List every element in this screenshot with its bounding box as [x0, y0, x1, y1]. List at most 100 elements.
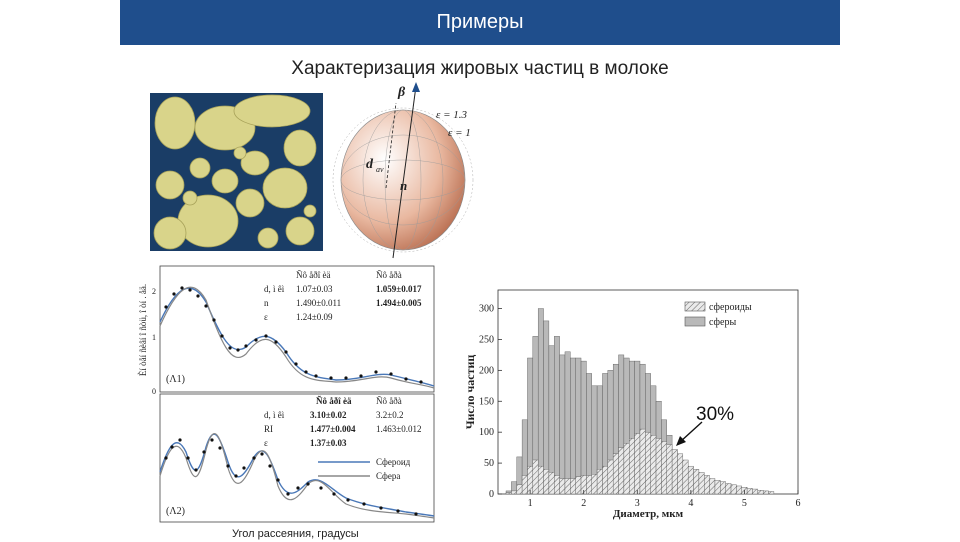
y-tick-label: 100 — [479, 427, 494, 438]
spheroid-diagram: β ε = 1.3 ε = 1 d av n — [332, 82, 474, 259]
histogram-bar — [639, 428, 646, 495]
histogram-bar — [725, 483, 732, 495]
histogram-bar — [537, 465, 544, 495]
histogram-bar — [693, 469, 700, 495]
slide-subtitle: Характеризация жировых частиц в молоке — [291, 58, 669, 79]
slide-header: Примеры — [120, 0, 840, 45]
histogram-bar — [580, 360, 587, 495]
histogram-bar — [586, 475, 592, 495]
fit-panel-2-row-v1: 1.477±0.004 — [310, 424, 356, 434]
percent-arrow-icon — [676, 421, 703, 446]
histogram-bar — [757, 490, 764, 495]
legend-label-sphere: Сфера — [376, 471, 400, 481]
legend-swatch-spheroids — [684, 301, 706, 312]
dav-label: d — [366, 157, 374, 172]
histogram-y-label: Число частиц — [463, 355, 477, 430]
fit-panel-2-row-v1: 3.10±0.02 — [310, 410, 347, 420]
histogram-bar — [564, 478, 571, 495]
fit-curve-sphere-1 — [159, 286, 435, 389]
histogram-bar — [575, 357, 582, 495]
slide-title: Примеры — [436, 11, 524, 33]
histogram-bar — [762, 490, 769, 495]
fit-panel-1-col1: Ñô åðî èä — [296, 270, 330, 280]
legend-swatch-spheres — [684, 316, 706, 327]
fit-panel-1-col2: Ñô åðà — [376, 270, 402, 280]
histogram-bar — [564, 351, 571, 495]
fit-panel-2-row-v1: 1.37±0.03 — [310, 438, 347, 448]
fit-panel-1-row-name: d, ì êì — [264, 284, 285, 294]
y-tick-label: 250 — [479, 334, 494, 345]
histogram-bar — [505, 492, 512, 495]
histogram-bar — [714, 480, 721, 495]
histogram-bar — [730, 484, 737, 495]
histogram-bar — [554, 336, 560, 495]
histogram-bar — [575, 476, 582, 495]
fit-panel-1-row-name: ε — [264, 312, 268, 322]
histogram-bar — [746, 488, 753, 495]
legend-label-spheroids: сфероиды — [709, 302, 752, 313]
y-tick-label: 300 — [479, 304, 494, 315]
histogram-bar — [511, 490, 517, 495]
x-tick-label: 2 — [581, 498, 586, 509]
fit-panel-2-row-v2: 3.2±0.2 — [376, 410, 403, 420]
fit-panel-1-row-v1: 1.24±0.09 — [296, 312, 333, 322]
histogram-bar — [527, 465, 534, 495]
histogram-bar — [543, 469, 550, 495]
fit-panel-1-frame — [159, 265, 435, 393]
fit-points-1 — [164, 286, 423, 384]
histogram-bar — [612, 453, 619, 495]
y-tick-label: 0 — [489, 489, 494, 500]
histogram-bar — [629, 438, 635, 495]
diameter-histogram: 1 2 3 4 5 6 0 50 100 150 200 250 300 Число частиц Ди… — [463, 289, 801, 520]
histogram-bar — [559, 354, 566, 495]
histogram-bar — [661, 441, 667, 495]
fit-panel-1-row-v1: 1.490±0.011 — [296, 298, 341, 308]
legend-label-spheroid: Сфероид — [376, 457, 411, 467]
histogram-bar — [698, 472, 705, 495]
fit-y-axis-label: Èí òåí ñèâí î ñòü, î òí . åä. — [138, 284, 148, 376]
histogram-bar — [687, 465, 694, 495]
y-tick-label: 150 — [479, 396, 494, 407]
histogram-bar — [704, 475, 710, 495]
scattering-angle-caption: Угол рассеяния, градусы — [232, 528, 359, 540]
percent-annotation: 30% — [696, 404, 735, 425]
histogram-bar — [516, 484, 523, 495]
n-label: n — [400, 178, 407, 193]
fit-panel-1-row-v2: 1.494±0.005 — [376, 298, 422, 308]
fit-panel-1-label: (Λ1) — [166, 374, 185, 385]
histogram-bar — [570, 478, 576, 495]
histogram-bar — [752, 488, 759, 495]
fit-y-tick: 1 — [152, 333, 156, 342]
dav-subscript: av — [376, 165, 384, 174]
histogram-bar — [602, 465, 609, 495]
fit-panel-2-row-name: RI — [264, 424, 273, 434]
histogram-bar — [709, 478, 716, 495]
histogram-bar — [666, 444, 673, 495]
y-tick-label: 200 — [479, 365, 494, 376]
histogram-bar — [596, 469, 603, 495]
fit-panel-1-row-v2: 1.059±0.017 — [376, 284, 422, 294]
histogram-bar — [634, 433, 641, 495]
histogram-bar — [548, 472, 555, 495]
fit-panel-2-col2: Ñô åðà — [376, 396, 402, 406]
x-tick-label: 3 — [635, 498, 640, 509]
histogram-bar — [543, 320, 550, 495]
fit-panel-1-row-v1: 1.07±0.03 — [296, 284, 333, 294]
histogram-bar — [618, 447, 625, 495]
histogram-bar — [591, 474, 598, 495]
epsilon-label-2: ε = 1 — [448, 127, 471, 139]
histogram-x-label: Диаметр, мкм — [613, 508, 684, 520]
histogram-bar — [570, 357, 576, 495]
fit-panel-2-row-name: ε — [264, 438, 268, 448]
histogram-bar — [677, 453, 684, 495]
histogram-bar — [548, 345, 555, 495]
fit-y-tick: 2 — [152, 287, 156, 296]
fit-panel-2-col1: Ñô åðî èä — [316, 396, 352, 406]
histogram-bar — [720, 481, 726, 495]
fit-points-2 — [164, 438, 418, 516]
histogram-bar — [682, 459, 689, 495]
histogram-bar — [768, 491, 775, 495]
histogram-bar — [623, 443, 630, 495]
legend-label-spheres: сферы — [709, 317, 736, 328]
histogram-bar — [607, 459, 614, 495]
